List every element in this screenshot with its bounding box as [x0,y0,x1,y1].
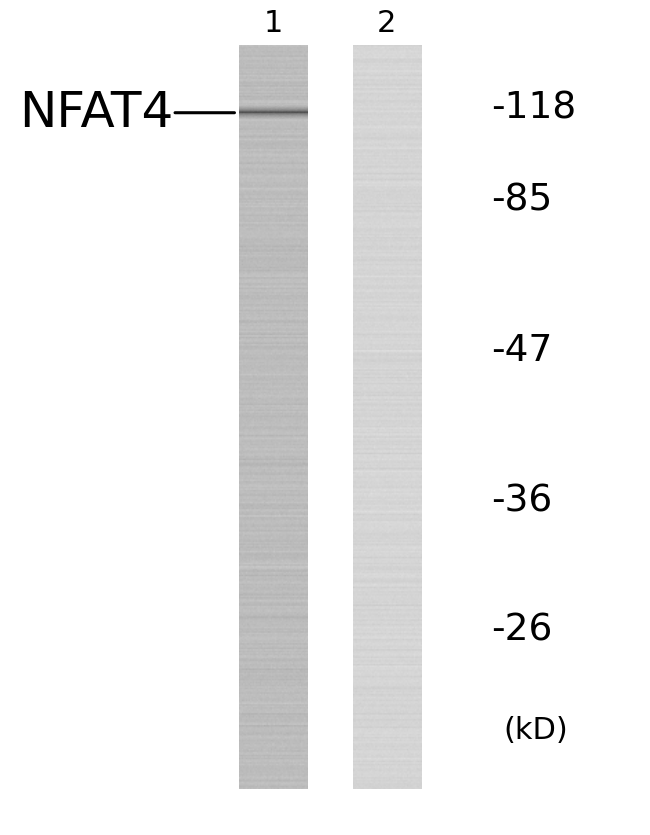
Text: 1: 1 [263,9,283,38]
Text: (kD): (kD) [504,716,569,745]
Text: -85: -85 [491,182,552,219]
Text: -47: -47 [491,332,552,369]
Text: -26: -26 [491,612,552,649]
Text: -36: -36 [491,483,552,519]
Text: 2: 2 [377,9,396,38]
Text: NFAT4: NFAT4 [20,89,174,137]
Text: -118: -118 [491,90,576,127]
